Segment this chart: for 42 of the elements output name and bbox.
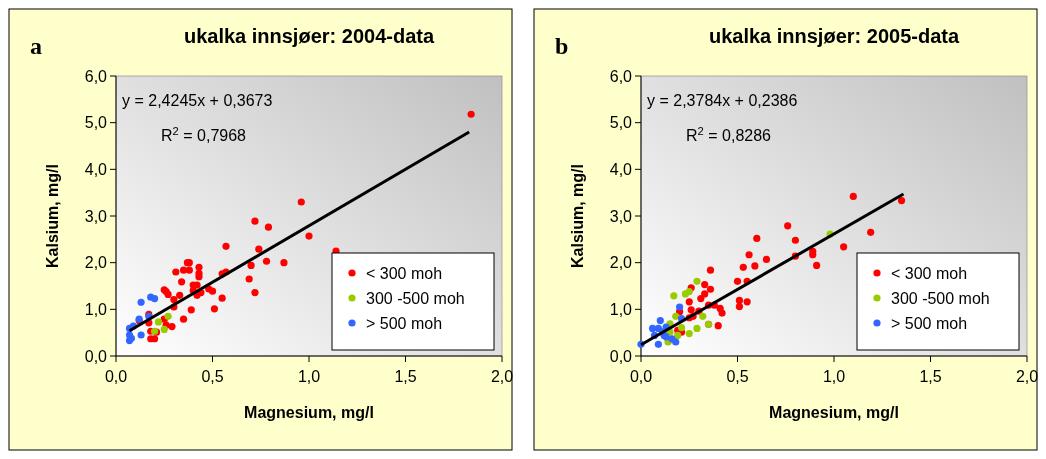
y-tick-label: 4,0 bbox=[84, 160, 108, 178]
legend-label: < 300 moh bbox=[366, 264, 443, 282]
text: a bbox=[30, 33, 42, 59]
annotation: y = 2,3784x + 0,2386 bbox=[647, 92, 798, 109]
y-tick-label: 4,0 bbox=[609, 160, 633, 178]
y-tick-label: 0,0 bbox=[84, 347, 108, 365]
y-tick-label: 1,0 bbox=[84, 300, 108, 318]
legend-label: 300 -500 moh bbox=[366, 289, 465, 307]
y-tick-label: 5,0 bbox=[84, 114, 108, 132]
annotation: R$^{2}$ = 0,7968 bbox=[161, 125, 247, 144]
x-tick-label: 1,0 bbox=[297, 368, 321, 385]
y-tick-label: 6,0 bbox=[84, 67, 108, 85]
x-axis-title: Magnesium, mg/l bbox=[244, 404, 374, 421]
annotation: R$^{2}$ = 0,8286 bbox=[686, 125, 772, 144]
y-tick-label: 2,0 bbox=[84, 254, 108, 272]
y-tick-label: 3,0 bbox=[609, 207, 633, 225]
y-tick-label: 0,0 bbox=[609, 347, 633, 365]
legend-label: > 500 moh bbox=[891, 314, 968, 332]
y-tick-label: 2,0 bbox=[609, 254, 633, 272]
chart-title: ukalka innsjøer: 2005-data bbox=[708, 25, 960, 47]
legend-label: < 300 moh bbox=[891, 264, 968, 282]
chart-title: ukalka innsjøer: 2004-data bbox=[183, 25, 435, 47]
annotation: y = 2,4245x + 0,3673 bbox=[122, 92, 273, 109]
x-tick-label: 2,0 bbox=[490, 368, 514, 385]
y-axis-title: Kalsium, mg/l bbox=[569, 163, 586, 269]
x-tick-label: 0,0 bbox=[629, 368, 653, 385]
x-tick-label: 0,5 bbox=[201, 368, 224, 385]
x-tick-label: 0,0 bbox=[104, 368, 128, 385]
legend-label: > 500 moh bbox=[366, 314, 443, 332]
x-tick-label: 1,5 bbox=[919, 368, 942, 385]
x-tick-label: 1,0 bbox=[822, 368, 846, 385]
y-tick-label: 3,0 bbox=[84, 207, 108, 225]
x-axis-title: Magnesium, mg/l bbox=[769, 404, 899, 421]
text: b bbox=[555, 33, 569, 59]
x-tick-label: 2,0 bbox=[1015, 368, 1039, 385]
y-tick-label: 6,0 bbox=[609, 67, 633, 85]
x-tick-label: 1,5 bbox=[394, 368, 417, 385]
x-tick-label: 0,5 bbox=[726, 368, 749, 385]
y-tick-label: 5,0 bbox=[609, 114, 633, 132]
y-axis-title: Kalsium, mg/l bbox=[44, 163, 61, 269]
y-tick-label: 1,0 bbox=[609, 300, 633, 318]
legend-label: 300 -500 moh bbox=[891, 289, 990, 307]
